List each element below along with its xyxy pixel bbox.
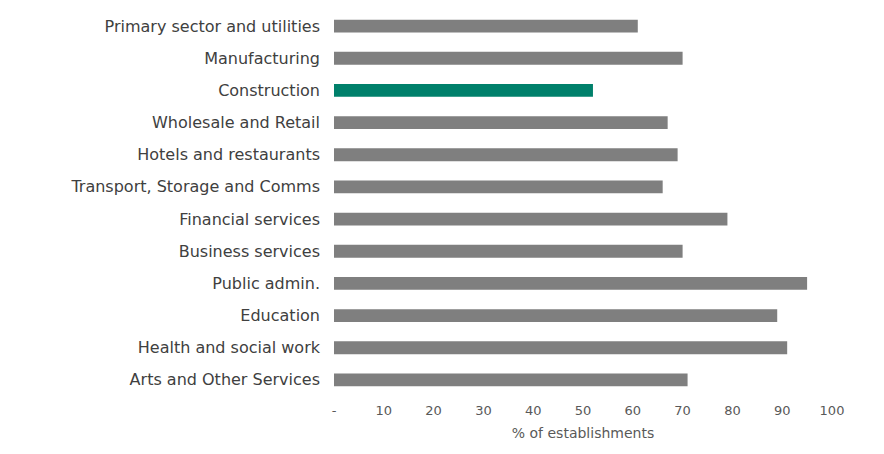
svg-text:50: 50 — [575, 403, 592, 418]
svg-text:40: 40 — [525, 403, 542, 418]
svg-text:30: 30 — [475, 403, 492, 418]
svg-text:90: 90 — [774, 403, 791, 418]
svg-text:80: 80 — [724, 403, 741, 418]
svg-text:20: 20 — [425, 403, 442, 418]
svg-text:Arts and Other Services: Arts and Other Services — [130, 370, 320, 389]
svg-text:% of establishments: % of establishments — [512, 425, 654, 441]
svg-text:70: 70 — [674, 403, 691, 418]
svg-text:Health and social work: Health and social work — [138, 338, 321, 357]
svg-text:-: - — [332, 403, 337, 418]
svg-text:Wholesale and Retail: Wholesale and Retail — [152, 113, 320, 132]
svg-text:Construction: Construction — [218, 81, 320, 100]
svg-text:10: 10 — [376, 403, 393, 418]
svg-text:Public admin.: Public admin. — [212, 274, 320, 293]
svg-text:Primary sector and utilities: Primary sector and utilities — [105, 17, 320, 36]
svg-text:Financial services: Financial services — [179, 210, 320, 229]
svg-text:Hotels and restaurants: Hotels and restaurants — [137, 145, 320, 164]
svg-text:Education: Education — [240, 306, 320, 325]
svg-text:Manufacturing: Manufacturing — [204, 49, 320, 68]
svg-text:100: 100 — [820, 403, 845, 418]
svg-text:Business services: Business services — [179, 242, 320, 261]
svg-text:60: 60 — [625, 403, 642, 418]
svg-text:Transport, Storage and Comms: Transport, Storage and Comms — [70, 177, 320, 196]
